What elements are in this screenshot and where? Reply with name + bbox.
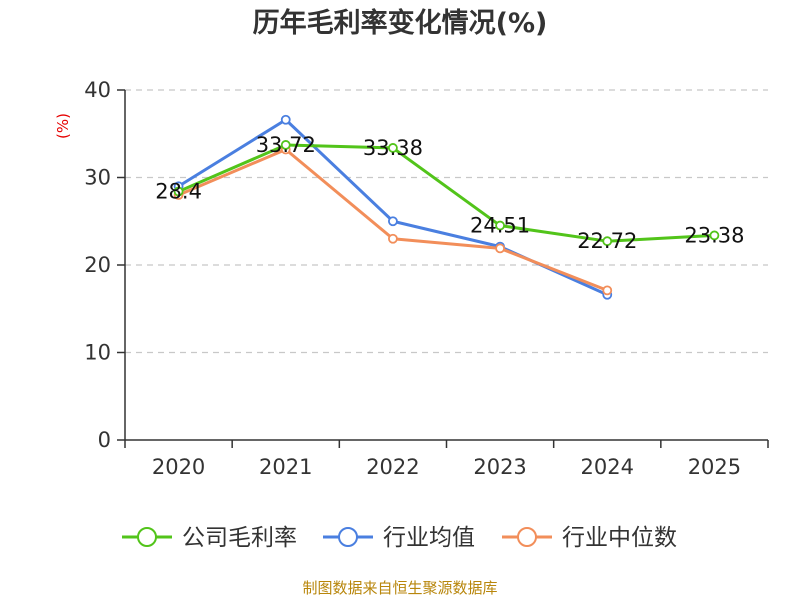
legend-marker <box>517 527 537 547</box>
y-tick-label: 30 <box>84 166 111 190</box>
legend-label: 行业均值 <box>383 525 475 551</box>
legend-marker <box>137 527 157 547</box>
data-point <box>388 143 398 153</box>
x-tick-label: 2023 <box>473 455 526 479</box>
axes: 0 10 20 30 40 2020 2021 2022 2023 2024 2025 <box>84 78 769 479</box>
y-tick-label: 0 <box>98 428 111 452</box>
grid-lines <box>125 89 768 354</box>
source-note: 制图数据来自恒生聚源数据库 <box>302 579 497 597</box>
data-point <box>709 230 720 241</box>
series-line <box>177 143 715 243</box>
data-label: 23.38 <box>684 223 744 247</box>
y-axis-unit: (%) <box>54 113 72 139</box>
y-tick-label: 10 <box>84 341 111 365</box>
data-point <box>388 216 398 227</box>
data-label: 33.72 <box>256 133 316 157</box>
x-tick-label: 2021 <box>259 455 312 479</box>
y-tick-label: 20 <box>84 253 111 277</box>
data-label: 24.51 <box>470 214 530 238</box>
chart-title: 历年毛利率变化情况(%) <box>253 7 548 39</box>
data-label: 28.4 <box>155 180 202 204</box>
data-point <box>388 233 398 244</box>
x-tick-label: 2022 <box>366 455 419 479</box>
data-point <box>602 236 613 247</box>
x-tick-label: 2025 <box>688 455 741 479</box>
legend-label: 行业中位数 <box>562 525 677 551</box>
data-point <box>173 186 184 197</box>
series-points <box>173 114 720 300</box>
data-point <box>280 140 291 150</box>
data-point <box>602 285 613 296</box>
x-tick-label: 2020 <box>152 455 205 479</box>
y-tick-label: 40 <box>84 78 111 102</box>
data-label: 33.38 <box>363 136 423 160</box>
x-tick-label: 2024 <box>581 455 634 479</box>
legend: 公司毛利率 行业均值 行业中位数 <box>122 525 677 551</box>
data-point <box>495 243 505 254</box>
legend-marker <box>338 527 358 547</box>
data-point <box>495 220 505 231</box>
legend-label: 公司毛利率 <box>182 525 297 551</box>
data-point <box>280 114 291 125</box>
data-labels: 28.4 33.72 33.38 24.51 22.72 23.38 <box>155 133 744 253</box>
data-label: 22.72 <box>577 229 637 253</box>
